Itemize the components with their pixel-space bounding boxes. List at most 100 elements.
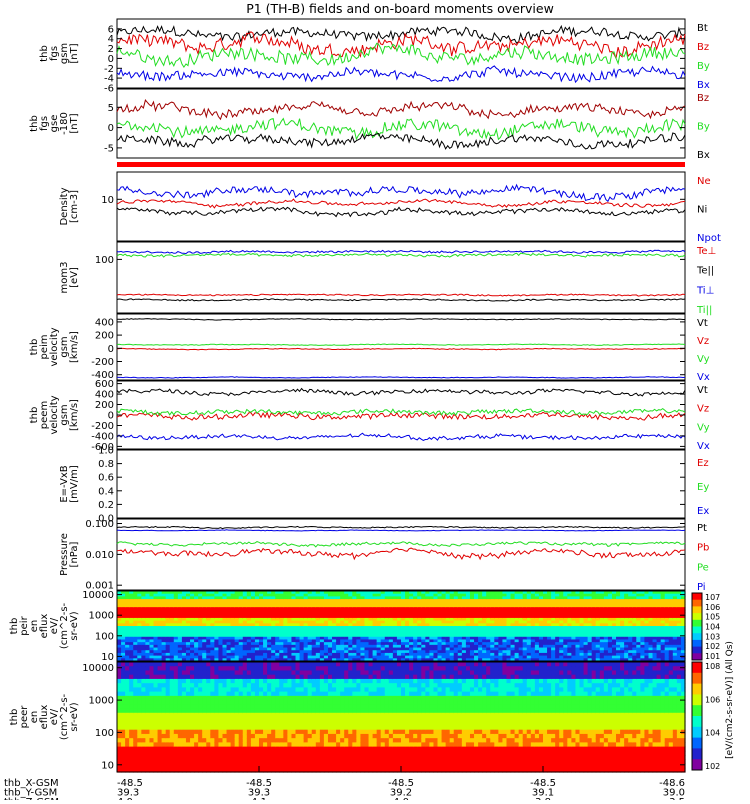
spectrogram-cell — [170, 700, 175, 705]
colorbar-tick-label: 107 — [705, 593, 720, 602]
spectrogram-cell — [247, 734, 252, 739]
spectrogram-cell — [206, 751, 211, 756]
spectrogram-cell — [194, 717, 199, 722]
spectrogram-cell — [247, 675, 252, 680]
spectrogram-cell — [218, 742, 223, 747]
series-line-bt — [117, 26, 685, 43]
spectrogram-cell — [275, 742, 280, 747]
spectrogram-cell — [247, 730, 252, 735]
spectrogram-cell — [162, 687, 167, 692]
spectrogram-cell — [202, 679, 207, 684]
spectrogram-cell — [166, 725, 171, 730]
spectrogram-cell — [162, 700, 167, 705]
spectrogram-cell — [182, 670, 187, 675]
spectrogram-cell — [251, 713, 256, 718]
spectrogram-cell — [190, 713, 195, 718]
spectrogram-cell — [239, 764, 244, 769]
spectrogram-cell — [239, 730, 244, 735]
spectrogram-cell — [121, 692, 126, 697]
spectrogram-cell — [149, 700, 154, 705]
spectrogram-cell — [166, 683, 171, 688]
spectrogram-cell — [190, 730, 195, 735]
spectrogram-cell — [129, 751, 134, 756]
spectrogram-cell — [271, 662, 276, 667]
series-line-vt — [117, 319, 685, 321]
spectrogram-cell — [154, 687, 159, 692]
legend-label: Ti|| — [696, 305, 712, 316]
spectrogram-cell — [279, 713, 284, 718]
legend-label: Bx — [697, 150, 710, 161]
spectrogram-cell — [133, 713, 138, 718]
spectrogram-cell — [206, 747, 211, 752]
spectrogram-cell — [210, 738, 215, 743]
y-axis-label: [nPa] — [69, 541, 80, 567]
spectrogram-cell — [239, 725, 244, 730]
spectrogram-cell — [125, 687, 130, 692]
spectrogram-cell — [271, 759, 276, 764]
spectrogram-cell — [222, 725, 227, 730]
spectrogram-cell — [194, 734, 199, 739]
spectrogram-cell — [267, 683, 272, 688]
spectrogram-cell — [214, 751, 219, 756]
series-line-ti — [117, 250, 685, 253]
spectrogram-cell — [227, 747, 232, 752]
spectrogram-cell — [149, 725, 154, 730]
panel-frame — [117, 314, 685, 380]
spectrogram-cell — [117, 687, 122, 692]
spectrogram-cell — [222, 683, 227, 688]
spectrogram-cell — [182, 696, 187, 701]
spectrogram-cell — [243, 747, 248, 752]
spectrogram-cell — [158, 725, 163, 730]
spectrogram-cell — [267, 666, 272, 671]
spectrogram-cell — [145, 751, 150, 756]
spectrogram-cell — [206, 709, 211, 714]
spectrogram-cell — [190, 738, 195, 743]
spectrogram-cell — [141, 687, 146, 692]
spectrogram-cell — [145, 717, 150, 722]
spectrogram-cell — [190, 755, 195, 760]
spectrogram-cell — [178, 687, 183, 692]
spectrogram-cell — [275, 692, 280, 697]
spectrogram-cell — [129, 721, 134, 726]
y-axis-label: [nT] — [69, 43, 80, 63]
spectrogram-cell — [251, 687, 256, 692]
spectrogram-cell — [243, 751, 248, 756]
spectrogram-cell — [133, 755, 138, 760]
spectrogram-cell — [235, 687, 240, 692]
spectrogram-cell — [214, 713, 219, 718]
spectrogram-cell — [202, 704, 207, 709]
spectrogram-cell — [218, 755, 223, 760]
spectrogram-cell — [162, 670, 167, 675]
spectrogram-cell — [174, 747, 179, 752]
spectrogram-cell — [231, 725, 236, 730]
spectrogram-cell — [210, 709, 215, 714]
spectrogram-cell — [170, 730, 175, 735]
spectrogram-cell — [235, 683, 240, 688]
spectrogram-cell — [174, 751, 179, 756]
spectrogram-cell — [125, 755, 130, 760]
spectrogram-cell — [190, 670, 195, 675]
spectrogram-cell — [239, 717, 244, 722]
spectrogram-cell — [141, 692, 146, 697]
spectrogram-cell — [214, 755, 219, 760]
spectrogram-cell — [162, 747, 167, 752]
spectrogram-cell — [243, 725, 248, 730]
spectrogram-cell — [283, 751, 288, 756]
spectrogram-cell — [263, 666, 268, 671]
spectrogram-cell — [247, 747, 252, 752]
spectrogram-cell — [166, 751, 171, 756]
spectrogram-cell — [239, 742, 244, 747]
spectrogram-cell — [210, 764, 215, 769]
spectrogram-cell — [149, 730, 154, 735]
spectrogram-cell — [255, 662, 260, 667]
spectrogram-cell — [279, 721, 284, 726]
spectrogram-cell — [166, 662, 171, 667]
spectrogram-cell — [243, 730, 248, 735]
spectrogram-cell — [231, 704, 236, 709]
spectrogram-cell — [121, 764, 126, 769]
spectrogram-cell — [154, 755, 159, 760]
spectrogram-cell — [210, 662, 215, 667]
spectrogram-cell — [141, 675, 146, 680]
